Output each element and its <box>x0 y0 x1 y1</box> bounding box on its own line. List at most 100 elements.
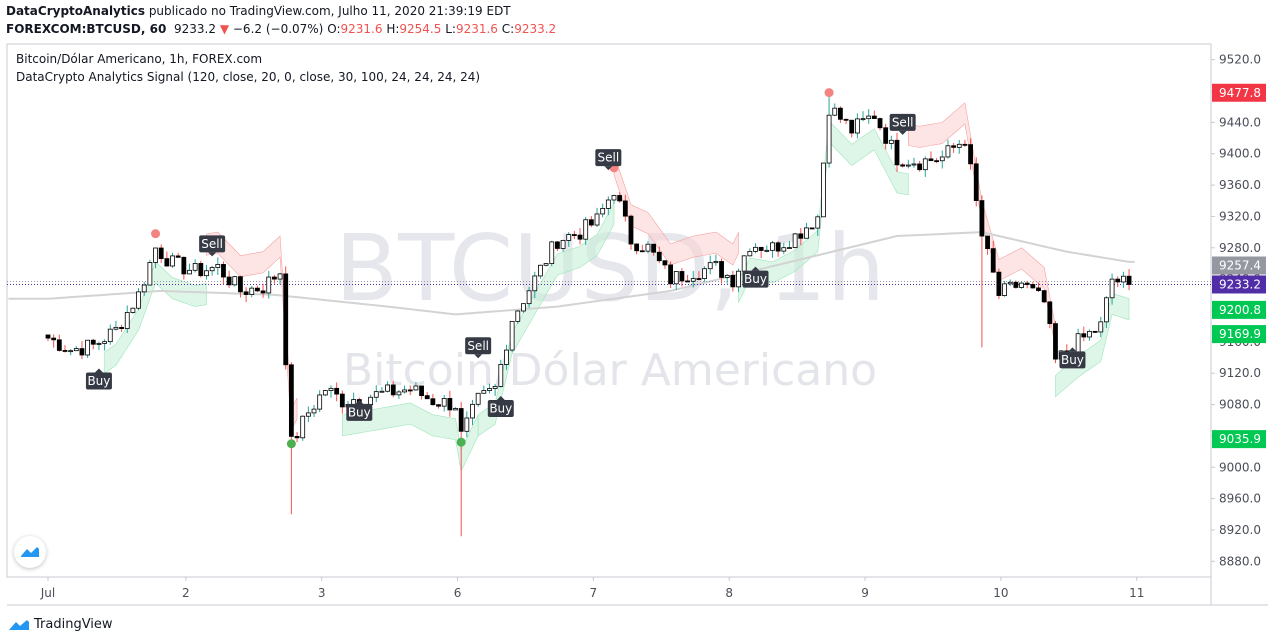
candle-body <box>62 350 68 352</box>
candle-body <box>130 307 136 313</box>
price-tag-label: 9200.8 <box>1219 303 1261 317</box>
candle-body <box>815 216 821 229</box>
sell-signal-label[interactable]: Sell <box>465 337 492 359</box>
candle-body <box>1121 275 1126 283</box>
candle-body <box>458 408 464 432</box>
candle-body <box>283 273 289 366</box>
candle-body <box>787 247 792 249</box>
candle-body <box>447 398 453 411</box>
buy-signal-label[interactable]: Buy <box>487 395 514 417</box>
candle-body <box>1087 330 1092 338</box>
y-tick-label: 8920.0 <box>1219 523 1261 537</box>
candle-body <box>622 200 628 217</box>
candle-body <box>577 234 583 240</box>
candle-body <box>498 364 504 387</box>
sma-line <box>8 231 1135 316</box>
signal-pointer <box>94 368 103 373</box>
price-tag: 9257.4 <box>1212 256 1266 275</box>
candle-body <box>260 290 266 294</box>
signal-box <box>487 399 514 417</box>
buy-signal-label[interactable]: Buy <box>346 399 373 421</box>
buy-signal-label[interactable]: Buy <box>1059 347 1086 369</box>
x-tick-label: 8 <box>725 586 733 600</box>
low-value: 9231.6 <box>455 22 498 36</box>
candle-body <box>509 320 515 351</box>
close-value: 9233.2 <box>514 22 557 36</box>
candle-body <box>475 392 481 405</box>
candle-body <box>521 303 526 312</box>
candle-body <box>713 261 719 264</box>
change-value: −6.2 (−0.07%) <box>232 22 324 36</box>
candle-body <box>504 349 509 365</box>
price-tag: 9477.8 <box>1212 83 1266 102</box>
candle-body <box>56 339 62 351</box>
candle-body <box>107 328 113 343</box>
candle-body <box>147 262 153 286</box>
candle-body <box>175 255 181 258</box>
footer-brand[interactable]: TradingView <box>8 617 113 632</box>
candle-body <box>973 163 979 201</box>
y-tick-label: 9520.0 <box>1219 53 1261 67</box>
symbol-label: FOREXCOM:BTCUSD, 60 <box>6 22 167 36</box>
buy-signal-label[interactable]: Buy <box>85 368 112 390</box>
y-tick-label: 9320.0 <box>1219 209 1261 223</box>
publication-line: DataCryptoAnalytics publicado no Trading… <box>6 4 511 18</box>
candle-body <box>1024 282 1030 285</box>
candle-body <box>673 271 679 285</box>
legend-title[interactable]: Bitcoin/Dólar Americano, 1h, FOREX.com <box>16 52 263 66</box>
candle-body <box>1126 275 1132 285</box>
price-tag-label: 9233.2 <box>1219 277 1261 291</box>
x-tick-label: Jul <box>40 586 55 600</box>
signal-band-9 <box>981 200 1056 348</box>
sell-signal-label[interactable]: Sell <box>595 149 622 171</box>
candle-body <box>747 250 753 257</box>
price-tag: 9233.2 <box>1212 275 1266 294</box>
candle-body <box>600 208 606 215</box>
candle-body <box>532 275 538 292</box>
legend-indicator[interactable]: DataCrypto Analytics Signal (120, close,… <box>16 70 481 84</box>
candle-body <box>775 242 781 252</box>
candle-body <box>526 290 532 305</box>
candle-body <box>617 195 623 202</box>
candle-body <box>905 164 911 167</box>
signal-text: Buy <box>87 374 110 388</box>
candle-body <box>639 250 645 253</box>
author-name[interactable]: DataCryptoAnalytics <box>6 4 145 18</box>
signal-pointer <box>208 252 217 257</box>
tradingview-logo-icon <box>9 619 29 630</box>
candle-body <box>962 143 968 146</box>
candle-body <box>339 393 345 408</box>
candle-body <box>305 412 311 417</box>
candle-body <box>888 139 894 144</box>
candle-body <box>317 394 323 410</box>
signal-band-4 <box>511 202 615 355</box>
signal-text: Sell <box>201 237 223 251</box>
candle-body <box>1081 333 1087 338</box>
candle-body <box>854 118 860 134</box>
signal-band-0 <box>104 261 207 374</box>
price-tag-box <box>1212 430 1266 449</box>
candle-body <box>396 391 402 396</box>
open-value: 9231.6 <box>340 22 383 36</box>
candle-body <box>871 115 877 119</box>
candle-body <box>1092 330 1098 333</box>
sell-pivot-dot <box>824 88 834 98</box>
buy-signal-label[interactable]: Buy <box>742 266 769 288</box>
tradingview-badge-icon[interactable] <box>14 536 46 568</box>
quote-line: FOREXCOM:BTCUSD, 60 9233.2 ▼ −6.2 (−0.07… <box>6 22 556 36</box>
price-tag-box <box>1212 325 1266 344</box>
candle-body <box>696 278 702 280</box>
candle-body <box>73 348 79 352</box>
sell-signal-label[interactable]: Sell <box>889 113 916 135</box>
candle-body <box>1019 282 1024 288</box>
low-label: L: <box>445 22 456 36</box>
sell-signal-label[interactable]: Sell <box>199 235 226 257</box>
published-text: publicado no TradingView.com, Julho 11, … <box>148 4 511 18</box>
candle-body <box>900 164 906 167</box>
price-tag-box <box>1212 83 1266 102</box>
candle-body <box>736 270 741 288</box>
candle-body <box>1036 287 1041 292</box>
price-tag: 9169.9 <box>1212 325 1266 344</box>
candle-body <box>605 199 611 209</box>
